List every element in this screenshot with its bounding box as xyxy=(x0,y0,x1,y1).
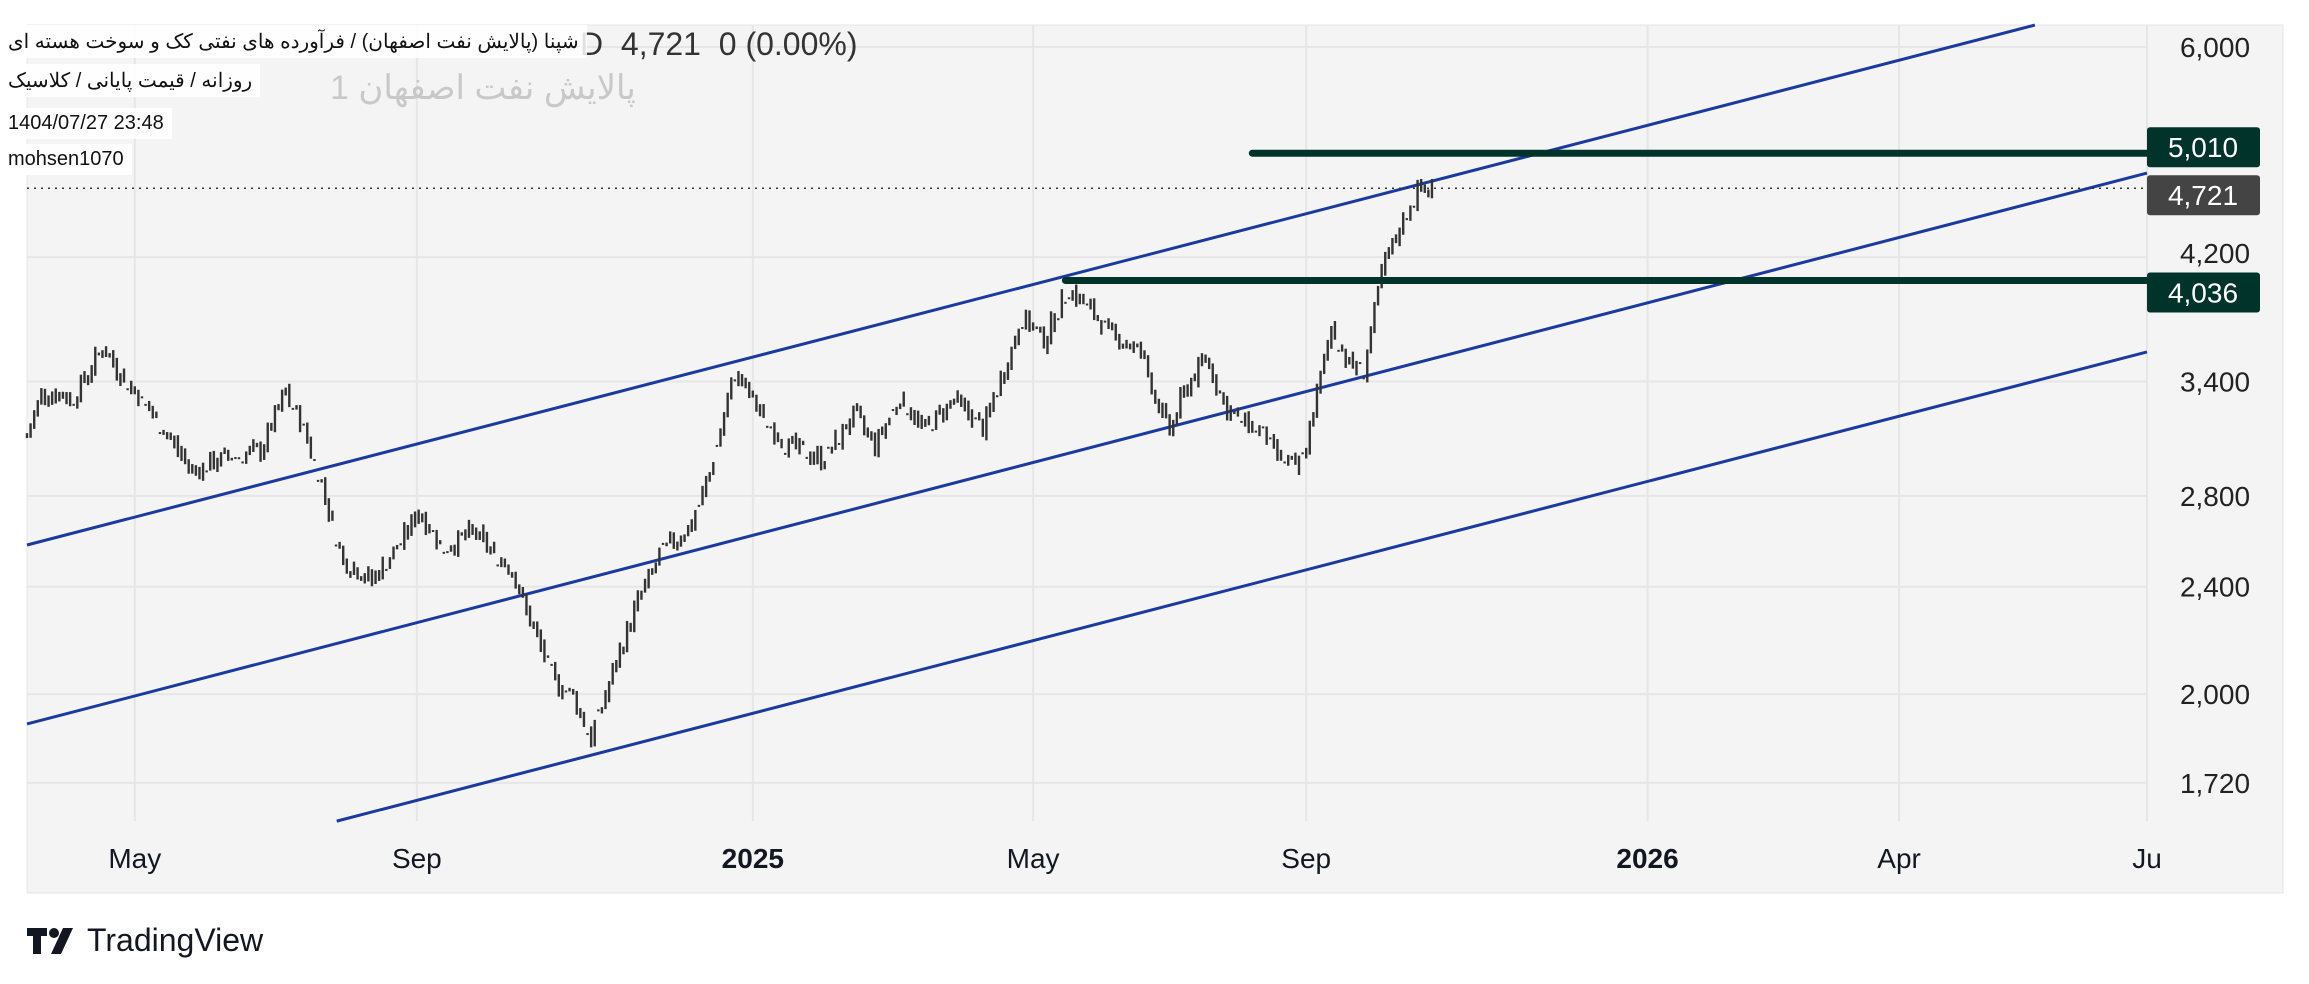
price-change: 0 (0.00%) xyxy=(718,26,858,62)
x-tick-label: 2025 xyxy=(722,843,784,874)
x-tick-label: Sep xyxy=(1281,843,1331,874)
channel-line-upper[interactable] xyxy=(26,23,2036,547)
y-tick-label: 2,000 xyxy=(2180,679,2250,710)
level-price-label-text: 5,010 xyxy=(2168,132,2238,163)
y-tick-label: 2,800 xyxy=(2180,481,2250,512)
chart-panel xyxy=(26,24,2284,894)
y-tick-label: 2,400 xyxy=(2180,572,2250,603)
chart-title: شپنا (پالایش نفت اصفهان) / فرآورده های ن… xyxy=(0,25,587,58)
level-price-label-box xyxy=(2147,127,2260,168)
last-price-label-text: 4,721 xyxy=(2168,180,2238,211)
x-tick-label: May xyxy=(1007,843,1060,874)
price-labels: 5,010 4,036 4,721 xyxy=(2147,127,2260,313)
tradingview-logo-icon xyxy=(27,927,73,954)
symbol-watermark: پالایش نفت اصفهان 1 xyxy=(330,69,636,107)
y-tick-label: 3,400 xyxy=(2180,367,2250,398)
x-tick-label: 2026 xyxy=(1616,843,1678,874)
ohlc-bars xyxy=(25,178,1434,748)
channel-line-middle[interactable] xyxy=(26,171,2148,726)
price-axis[interactable]: 6,000 4,200 3,400 2,800 2,400 2,000 1,720 xyxy=(2180,32,2250,799)
ohlc-readout: D 4,721 0 (0.00%) xyxy=(580,26,857,63)
x-tick-label: May xyxy=(108,843,161,874)
x-tick-label: Sep xyxy=(392,843,442,874)
channel-line-lower[interactable] xyxy=(336,350,2148,823)
last-price: 4,721 xyxy=(620,26,701,62)
snapshot-datetime: 1404/07/27 23:48 xyxy=(0,108,172,139)
time-axis[interactable]: May Sep 2025 May Sep 2026 Apr Ju xyxy=(108,843,2161,874)
level-price-label-box xyxy=(2147,272,2260,313)
x-tick-label: Ju xyxy=(2132,843,2162,874)
y-tick-label: 4,200 xyxy=(2180,238,2250,269)
level-price-label-text: 4,036 xyxy=(2168,278,2238,309)
chart-subtitle: روزانه / قیمت پایانی / کلاسیک xyxy=(0,64,261,97)
logo-text: TradingView xyxy=(87,922,264,958)
tradingview-logo[interactable]: TradingView xyxy=(27,922,263,959)
x-tick-label: Apr xyxy=(1877,843,1921,874)
last-price-label-box xyxy=(2147,175,2260,216)
parallel-channel[interactable] xyxy=(26,23,2148,823)
y-tick-label: 6,000 xyxy=(2180,32,2250,63)
author-name: mohsen1070 xyxy=(0,144,132,175)
y-tick-label: 1,720 xyxy=(2180,768,2250,799)
horizontal-levels[interactable] xyxy=(27,149,2151,285)
